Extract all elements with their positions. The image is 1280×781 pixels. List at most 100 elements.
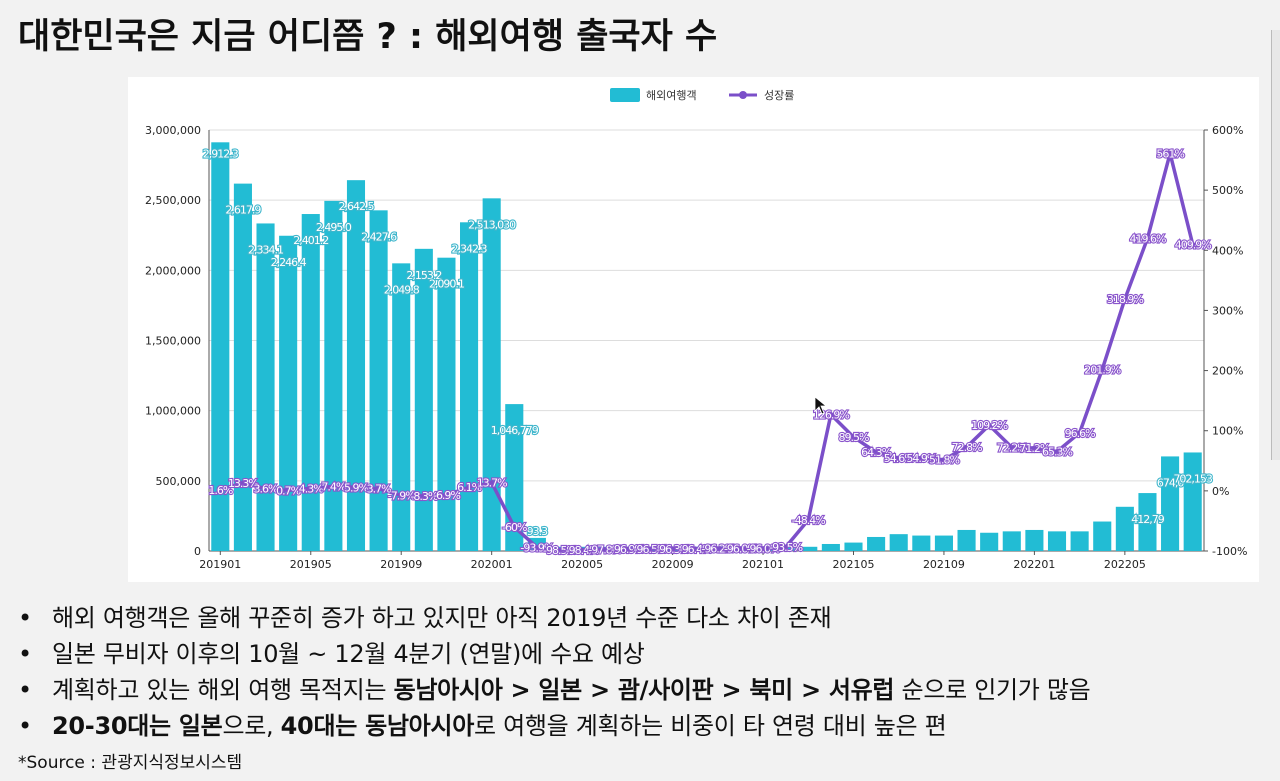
growth-point-201911 <box>443 492 449 498</box>
bar-value-label: 674,0 <box>1157 476 1184 489</box>
growth-rate-line <box>219 151 1195 552</box>
growth-point-201903 <box>263 486 269 492</box>
bar-202207 <box>1161 456 1180 551</box>
growth-point-202005 <box>579 547 585 553</box>
bar-value-label: 93.3 <box>527 525 548 538</box>
growth-rate-label: 409.9% <box>1175 238 1211 251</box>
growth-point-202202 <box>1054 449 1060 455</box>
bar-value-label: 1,046,779 <box>491 424 539 437</box>
bar-value-label: 2,513,030 <box>468 218 516 231</box>
growth-rate-label: 89.5% <box>839 431 869 444</box>
growth-rate-label: -96.5% <box>634 543 667 556</box>
bar-202111 <box>980 532 999 551</box>
bar-202205 <box>1115 506 1134 551</box>
bar-202106 <box>867 536 886 551</box>
bar-value-label: 2,912.3 <box>203 147 239 160</box>
growth-rate-label: -60% <box>502 521 527 534</box>
y-left-tick-label: 500,000 <box>156 475 202 488</box>
bullet-list: • 해외 여행객은 올해 꾸준히 증가 하고 있지만 아직 2019년 수준 다소… <box>18 600 1091 744</box>
x-tick-label: 202009 <box>652 558 694 571</box>
y-right-tick-label: 0% <box>1212 485 1229 498</box>
growth-point-202111 <box>986 422 992 428</box>
growth-point-202011 <box>715 546 721 552</box>
bullet-item: • 20-30대는 일본으로, 40대는 동남아시아로 여행을 계획하는 비중이 … <box>18 708 1090 744</box>
bar-201904 <box>279 235 298 552</box>
growth-point-202006 <box>602 547 608 553</box>
growth-point-201907 <box>353 484 359 490</box>
growth-point-202009 <box>670 546 676 552</box>
bar-201907 <box>346 180 366 551</box>
growth-rate-label: 54.6% <box>884 452 914 465</box>
growth-rate-label: 201.9% <box>1084 363 1120 376</box>
growth-rate-label: -96.0% <box>724 543 757 556</box>
bullet-bold-text: 동남아시아 > 일본 > 괌/사이판 > 북미 > 서유럽 <box>393 676 895 704</box>
y-right-tick-label: 400% <box>1212 244 1243 257</box>
growth-point-202108 <box>918 455 924 461</box>
bar-202104 <box>821 543 840 551</box>
bar-202201 <box>1025 529 1044 551</box>
chart-panel: 0 500,000 1,000,000 1,500,000 2,000,000 2,500… <box>128 77 1259 582</box>
bullet-dot: • <box>18 604 32 632</box>
x-tick-label: 202205 <box>1104 558 1146 571</box>
growth-rate-label: 109.2% <box>971 419 1007 432</box>
growth-point-202002 <box>511 524 517 530</box>
growth-point-202003 <box>534 544 540 550</box>
x-tick-label: 201901 <box>199 558 241 571</box>
growth-point-201908 <box>376 486 382 492</box>
bar-201909 <box>392 263 411 551</box>
bar-202110 <box>957 529 976 551</box>
bar-202103 <box>799 546 818 551</box>
growth-rate-label: 4.3% <box>299 482 323 495</box>
growth-rate-label: 5.9% <box>344 481 368 494</box>
bullet-item: • 일본 무비자 이후의 10월 ~ 12월 4분기 (연말)에 수요 예상 <box>18 636 1090 672</box>
bar-202108 <box>912 535 931 551</box>
growth-point-202208 <box>1190 241 1196 247</box>
growth-point-202102 <box>783 544 789 550</box>
growth-point-202207 <box>1167 150 1173 156</box>
growth-point-202010 <box>692 546 698 552</box>
bar-201902 <box>233 183 252 551</box>
legend-bar-swatch <box>610 88 640 102</box>
growth-rate-label: 6.1% <box>457 481 481 494</box>
growth-rate-label: 561% <box>1156 147 1184 160</box>
x-tick-label: 202005 <box>561 558 603 571</box>
growth-rate-label: -96.2% <box>701 543 734 556</box>
growth-point-202001 <box>489 480 495 486</box>
growth-point-201912 <box>466 484 472 490</box>
bar-value-label: 2,642.5 <box>338 200 374 213</box>
growth-point-201905 <box>308 485 314 491</box>
bar-202202 <box>1047 531 1067 551</box>
bar-value-label: 2,342.3 <box>452 242 488 255</box>
growth-point-201906 <box>330 483 336 489</box>
growth-rate-label: 64.3% <box>861 446 891 459</box>
bar-201912 <box>460 222 479 551</box>
bar-201908 <box>369 210 388 552</box>
growth-rate-label: 7.4% <box>321 480 345 493</box>
bar-201911 <box>437 257 456 551</box>
growth-point-201909 <box>398 493 404 499</box>
growth-point-202109 <box>941 457 947 463</box>
y-left-tick-label: 3,000,000 <box>145 124 201 137</box>
bar-201906 <box>324 200 343 551</box>
bar-202109 <box>934 535 953 551</box>
y-left-tick-label: 2,000,000 <box>145 264 201 277</box>
bar-value-label: 2,427.6 <box>361 230 397 243</box>
growth-rate-label: -8.3% <box>410 490 437 503</box>
bar-202203 <box>1070 531 1089 551</box>
growth-point-202107 <box>896 455 902 461</box>
growth-point-202110 <box>964 444 970 450</box>
bar-value-label: 412,79 <box>1131 513 1164 526</box>
bar-value-label: 2,495.0 <box>316 221 352 234</box>
bar-202204 <box>1093 521 1112 551</box>
bar-value-label: 2,401.2 <box>293 234 328 247</box>
growth-point-202104 <box>828 412 834 418</box>
x-tick-label: 202105 <box>832 558 874 571</box>
growth-point-201904 <box>285 487 291 493</box>
growth-rate-label: 71.2% <box>1019 442 1049 455</box>
growth-rate-label: 13.3% <box>228 477 258 490</box>
y-right-tick-label: 100% <box>1212 425 1243 438</box>
growth-point-201910 <box>421 493 427 499</box>
y-left-tick-label: 2,500,000 <box>145 194 201 207</box>
chart: 0 500,000 1,000,000 1,500,000 2,000,000 2,500… <box>145 88 1247 571</box>
growth-point-201901 <box>217 487 223 493</box>
